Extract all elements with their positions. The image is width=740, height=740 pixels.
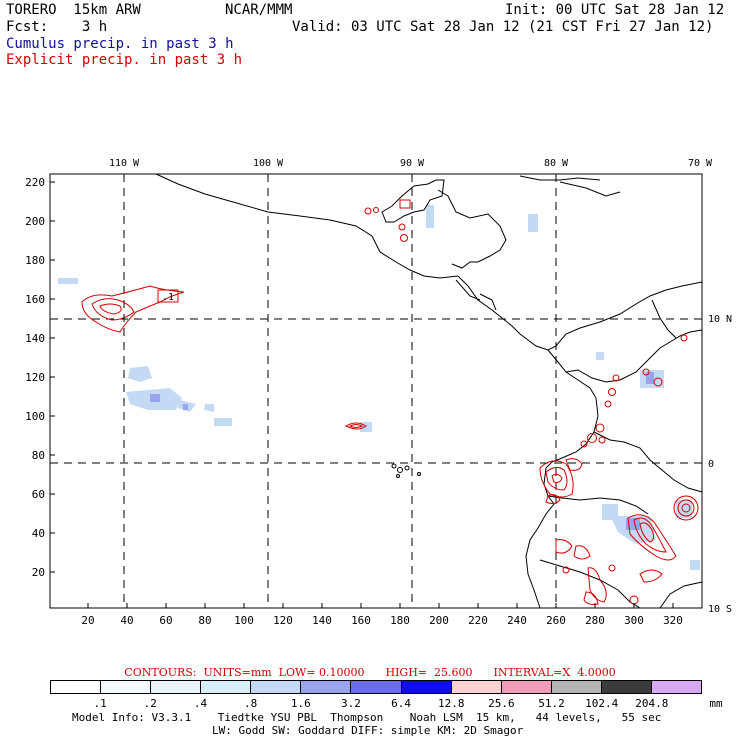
galapagos-islands: [391, 463, 421, 478]
y-tick-label: 200: [25, 215, 45, 228]
x-tick-label: 200: [429, 614, 449, 627]
y-tick-label: 120: [25, 371, 45, 384]
legend-label: 1.6: [290, 697, 311, 710]
model-info: Model Info: V3.3.1 Tiedtke YSU PBL Thomp…: [72, 711, 662, 724]
legend-swatch: [151, 681, 202, 693]
legend-swatch: [301, 681, 352, 693]
y-tick-label: 80: [32, 449, 45, 462]
x-tick-label: 40: [120, 614, 133, 627]
lat-label: 10 N: [708, 314, 732, 325]
x-tick-label: 20: [81, 614, 94, 627]
legend-swatch: [101, 681, 152, 693]
field-explicit-label: Explicit precip. in past 3 h: [6, 52, 243, 68]
model-title: TORERO 15km ARW: [6, 2, 141, 18]
legend-unit: mm: [709, 697, 723, 710]
y-tick-label: 140: [25, 332, 45, 345]
x-tick-label: 280: [585, 614, 605, 627]
legend-label: 204.8: [635, 697, 669, 710]
plot-frame: [49, 173, 703, 609]
precip-map: 220 200 180 160 140 120 100 80 60 40 20 …: [25, 158, 732, 627]
valid-time: Valid: 03 UTC Sat 28 Jan 12 (21 CST Fri …: [292, 19, 714, 35]
x-tick-label: 180: [390, 614, 410, 627]
explicit-precip-contours: [81, 199, 699, 605]
model-physics: LW: Godd SW: Goddard DIFF: simple KM: 2D…: [212, 724, 524, 737]
x-tick-label: 240: [507, 614, 527, 627]
legend-swatch: [401, 681, 452, 693]
legend-label: .2: [143, 697, 157, 710]
organization: NCAR/MMM: [225, 2, 293, 18]
x-tick-label: 80: [198, 614, 211, 627]
x-tick-label: 100: [234, 614, 254, 627]
legend-swatch: [651, 681, 702, 693]
x-tick-label: 300: [624, 614, 644, 627]
lon-label: 110 W: [109, 158, 140, 169]
lon-label: 80 W: [544, 158, 569, 169]
legend-swatch: [51, 681, 102, 693]
field-cumulus-label: Cumulus precip. in past 3 h: [6, 36, 234, 52]
lon-label: 70 W: [688, 158, 713, 169]
legend-label: .4: [193, 697, 208, 710]
legend-label: 102.4: [585, 697, 619, 710]
y-tick-label: 180: [25, 254, 45, 267]
legend-label: 12.8: [437, 697, 465, 710]
legend-label: 3.2: [340, 697, 361, 710]
y-tick-label: 100: [25, 410, 45, 423]
contour-info: CONTOURS: UNITS=mm LOW= 0.10000 HIGH= 25…: [124, 666, 616, 679]
x-tick-label: 260: [546, 614, 566, 627]
legend-label: .8: [243, 697, 258, 710]
axis-ticks: [50, 181, 674, 608]
x-tick-label: 120: [273, 614, 293, 627]
lat-label: 10 S: [708, 604, 732, 615]
legend-swatch: [601, 681, 652, 693]
color-legend: [50, 680, 702, 694]
legend-swatch: [501, 681, 552, 693]
x-tick-label: 140: [312, 614, 332, 627]
y-tick-label: 20: [32, 566, 45, 579]
coastlines: [155, 173, 703, 609]
legend-swatch: [251, 681, 302, 693]
cumulus-precip-intense: [150, 372, 654, 530]
cumulus-precip-shading: [58, 205, 700, 570]
lon-label: 90 W: [400, 158, 425, 169]
legend-swatch: [351, 681, 402, 693]
y-tick-label: 40: [32, 527, 45, 540]
init-time: Init: 00 UTC Sat 28 Jan 12: [505, 2, 725, 18]
legend-label: 6.4: [391, 697, 411, 710]
lat-label: 0: [708, 459, 714, 470]
x-tick-label: 160: [351, 614, 371, 627]
legend-label: .1: [93, 697, 107, 710]
x-tick-label: 220: [468, 614, 488, 627]
legend-swatch: [451, 681, 502, 693]
forecast-hour: Fcst: 3 h: [6, 19, 108, 35]
legend-label: 25.6: [488, 697, 515, 710]
legend-swatch: [201, 681, 252, 693]
lon-label: 100 W: [253, 158, 284, 169]
grid-lines: [50, 174, 702, 608]
legend-label: 51.2: [538, 697, 565, 710]
x-tick-label: 60: [159, 614, 172, 627]
legend-swatch: [551, 681, 602, 693]
y-tick-label: 220: [25, 176, 45, 189]
y-tick-label: 160: [25, 293, 45, 306]
contour-box-label: .1: [162, 292, 174, 303]
y-tick-label: 60: [32, 488, 45, 501]
x-tick-label: 320: [663, 614, 683, 627]
